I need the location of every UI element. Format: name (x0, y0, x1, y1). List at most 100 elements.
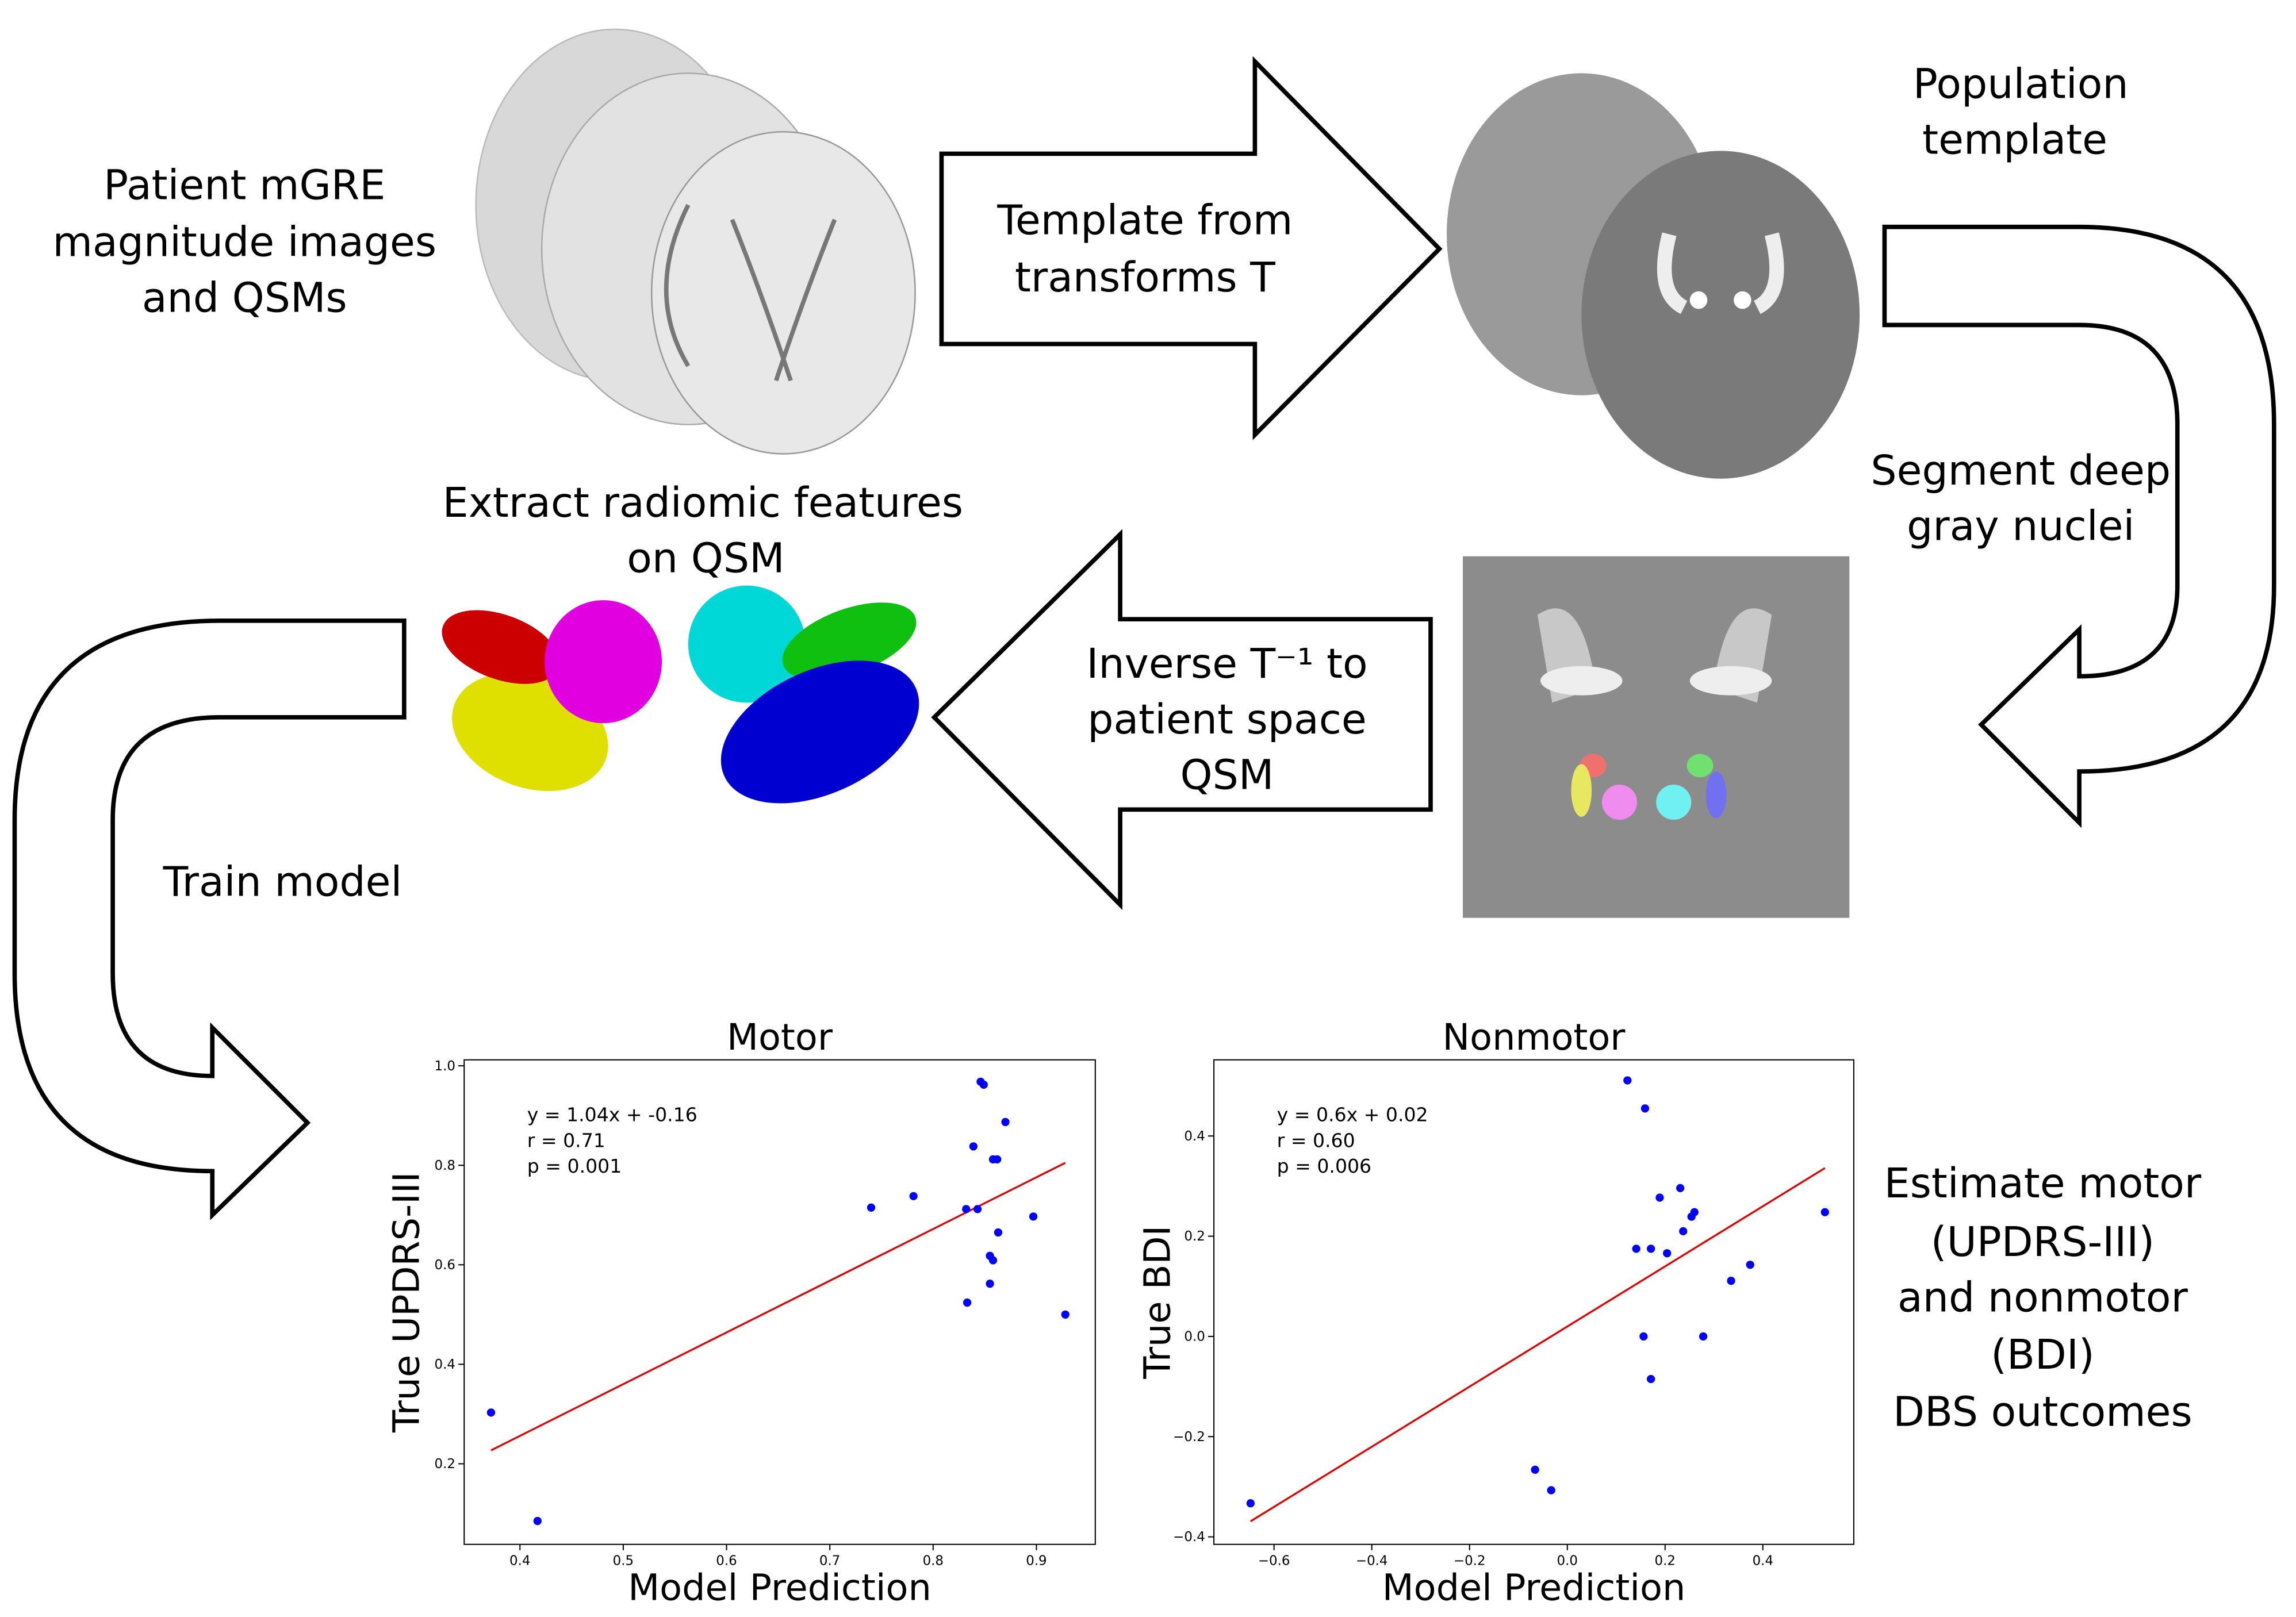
label: Segment deep (1870, 447, 2171, 494)
data-point (1547, 1486, 1555, 1495)
label: Patient mGRE (104, 161, 385, 209)
label: transforms T (1015, 254, 1275, 301)
data-point (1699, 1332, 1708, 1341)
data-point (1246, 1499, 1255, 1508)
data-point (1639, 1332, 1648, 1341)
data-point (1061, 1310, 1070, 1319)
data-point (1646, 1374, 1655, 1384)
y-tick-label: −0.4 (1173, 1530, 1205, 1545)
data-point (1029, 1212, 1038, 1221)
label: Extract radiomic features (443, 479, 963, 527)
y-tick-label: 0.0 (1184, 1330, 1205, 1345)
x-tick-label: −0.4 (1356, 1553, 1388, 1568)
scatter-chart: Nonmotor Model Prediction True BDI −0.6 −0.4… (1137, 1016, 1854, 1609)
y-tick-label: 0.2 (435, 1457, 455, 1472)
arrow-u-turn-left (12, 618, 407, 1220)
data-point (867, 1203, 876, 1212)
nuclei-3d-render (442, 585, 919, 804)
arrow-u-turn-right (1882, 224, 2276, 828)
data-point (962, 1205, 971, 1213)
y-tick-label: 1.0 (435, 1059, 455, 1074)
annotation: y = 1.04x + -0.16 (527, 1104, 697, 1126)
data-point (533, 1516, 542, 1526)
annotation: p = 0.006 (1277, 1155, 1372, 1177)
annotation: y = 0.6x + 0.02 (1277, 1104, 1428, 1126)
label: template (1922, 116, 2107, 163)
x-tick-label: 0.2 (1655, 1553, 1676, 1568)
data-point (973, 1205, 982, 1213)
x-tick-label: −0.2 (1454, 1553, 1486, 1568)
patient-brain-images (475, 28, 916, 455)
data-point (1679, 1227, 1688, 1235)
x-axis-label: Model Prediction (1382, 1566, 1686, 1609)
label: Train model (163, 858, 403, 906)
label: magnitude images (53, 218, 437, 266)
y-axis-label: True UPDRS-III (385, 1172, 428, 1433)
label: patient space (1087, 696, 1367, 743)
label: on QSM (627, 535, 784, 582)
x-tick-label: 0.0 (1557, 1553, 1578, 1568)
data-point (988, 1155, 998, 1163)
y-tick-label: −0.2 (1173, 1430, 1205, 1445)
data-point (994, 1228, 1003, 1237)
x-tick-label: 0.7 (819, 1553, 840, 1568)
label: (UPDRS-III) (1931, 1218, 2155, 1266)
y-tick-label: 0.2 (1184, 1229, 1205, 1244)
x-tick-label: 0.6 (716, 1553, 737, 1568)
x-tick-label: 0.5 (613, 1553, 634, 1568)
data-point (1676, 1184, 1685, 1193)
chart-title: Nonmotor (1443, 1016, 1626, 1059)
annotation: r = 0.60 (1277, 1129, 1355, 1151)
arrow-left (931, 529, 1433, 911)
plot-frame (463, 1059, 1096, 1545)
x-tick-label: −0.6 (1258, 1553, 1290, 1568)
data-point (969, 1142, 978, 1151)
y-tick-label: 0.6 (435, 1258, 455, 1273)
data-point (1001, 1117, 1010, 1127)
label: Inverse T⁻¹ to (1086, 640, 1367, 687)
x-axis-label: Model Prediction (628, 1566, 932, 1609)
label: Template from (996, 196, 1293, 244)
label: Population (1913, 60, 2129, 108)
label: DBS outcomes (1893, 1388, 2192, 1435)
data-point (1663, 1249, 1672, 1258)
segmentation-image (1463, 556, 1850, 918)
data-point (1746, 1261, 1754, 1269)
x-tick-label: 0.4 (509, 1553, 530, 1568)
data-point (1623, 1076, 1632, 1085)
data-point (1690, 1208, 1699, 1216)
y-tick-label: 0.4 (435, 1357, 455, 1372)
y-tick-label: 0.4 (1184, 1129, 1205, 1144)
y-axis-label: True BDI (1137, 1226, 1179, 1380)
data-point (1655, 1193, 1664, 1202)
data-point (909, 1192, 918, 1200)
label: (BDI) (1991, 1331, 2094, 1378)
label: QSM (1180, 751, 1274, 799)
data-point (1820, 1208, 1829, 1216)
label: gray nuclei (1907, 502, 2134, 550)
annotation: r = 0.71 (527, 1129, 605, 1151)
template-brain-images (1446, 73, 1860, 479)
plot-frame (1213, 1059, 1854, 1545)
arrow-right (939, 56, 1443, 440)
x-tick-label: 0.4 (1753, 1553, 1773, 1568)
step-labels: Patient mGRE magnitude images and QSMs T… (53, 60, 2202, 1436)
data-point (1640, 1104, 1650, 1113)
data-point (1531, 1465, 1539, 1474)
data-point (963, 1298, 972, 1307)
data-point (979, 1080, 988, 1089)
data-point (1632, 1245, 1640, 1253)
x-tick-label: 0.9 (1026, 1553, 1047, 1568)
chart-title: Motor (727, 1016, 833, 1059)
data-point (986, 1280, 994, 1288)
label: Estimate motor (1884, 1159, 2202, 1207)
annotation: p = 0.001 (527, 1155, 622, 1177)
x-tick-label: 0.8 (923, 1553, 944, 1568)
fit-line (1249, 1167, 1826, 1522)
data-point (1727, 1277, 1735, 1285)
data-point (1646, 1245, 1655, 1253)
scatter-chart: Motor Model Prediction True UPDRS-III 0.4 0.… (385, 1016, 1096, 1609)
label: and nonmotor (1898, 1274, 2188, 1322)
y-tick-label: 0.8 (435, 1158, 455, 1173)
